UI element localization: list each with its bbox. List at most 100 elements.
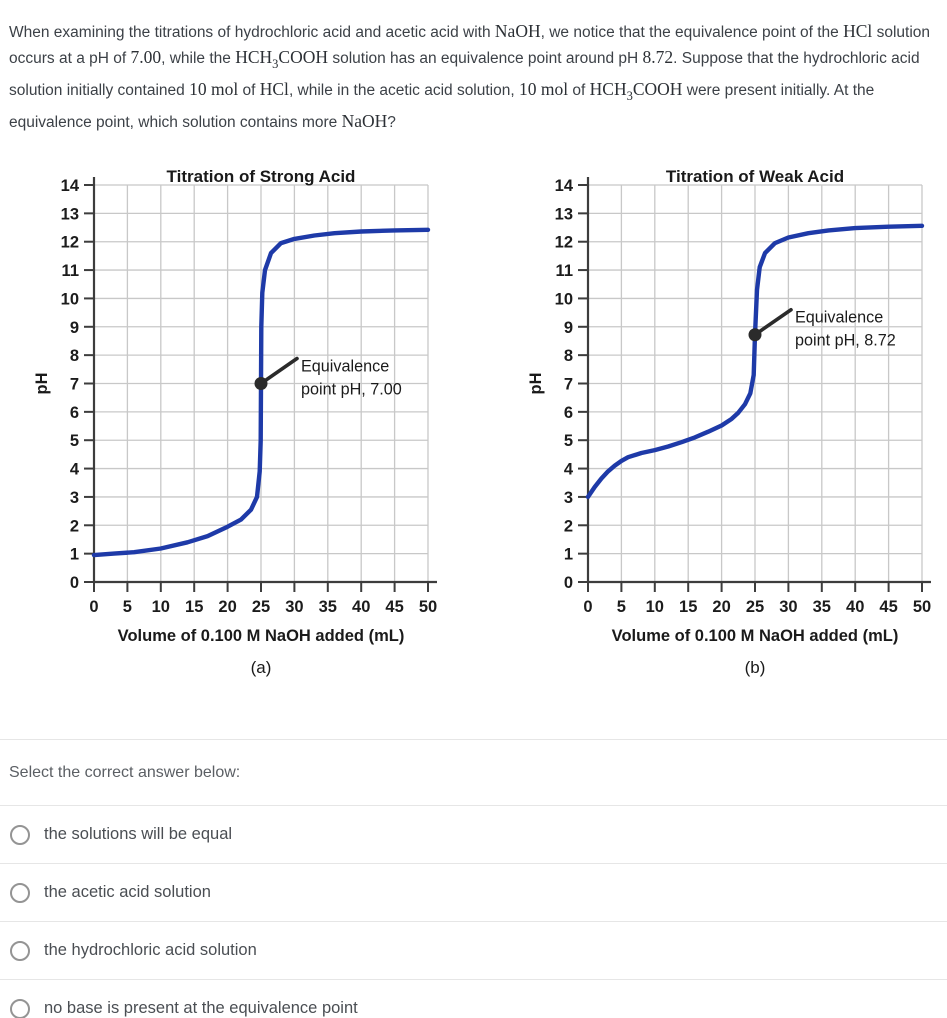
equivalence-point-dot <box>748 328 762 342</box>
x-tick-label: 25 <box>746 598 764 616</box>
y-tick-label: 7 <box>70 376 79 394</box>
y-tick-label: 13 <box>555 205 573 223</box>
question-fragment: were present initially. At the equivalen… <box>9 81 875 131</box>
y-tick-label: 14 <box>555 177 574 195</box>
option-label-4: no base is present at the equivalence po… <box>44 999 358 1017</box>
annotation-text: Equivalence <box>301 358 389 376</box>
question-fragment: of <box>568 81 590 99</box>
formula-text: HCl <box>259 78 289 99</box>
x-tick-label: 5 <box>123 598 132 616</box>
titration-curve <box>91 227 431 558</box>
annotation-text: Equivalence <box>795 309 883 327</box>
grid <box>588 184 923 582</box>
x-tick-label: 20 <box>712 598 730 616</box>
answer-section: Select the correct answer below: the sol… <box>0 739 947 1018</box>
x-tick-label: 45 <box>385 598 403 616</box>
x-tick-label: 5 <box>617 598 626 616</box>
y-tick-label: 1 <box>70 546 79 564</box>
y-tick-label: 11 <box>62 262 79 280</box>
x-axis-label: Volume of 0.100 M NaOH added (mL) <box>612 627 899 645</box>
y-tick-label: 12 <box>61 234 79 252</box>
chart-title: Titration of Weak Acid <box>666 167 844 186</box>
formula-text: 10 mol <box>518 78 569 99</box>
x-tick-label: 30 <box>779 598 797 616</box>
strong-acid-chart: 0 5 10 15 20 25 30 35 40 45 5001234567891011121314… <box>33 167 438 677</box>
y-tick-label: 3 <box>70 489 79 507</box>
x-tick-label: 35 <box>319 598 337 616</box>
answer-option-3[interactable]: the hydrochloric acid solution <box>0 921 947 979</box>
formula-text: COOH <box>278 46 329 67</box>
question-fragment: . Suppose that the hydrochloric acid sol… <box>9 49 920 99</box>
question-fragment: , we notice that the equivalence point o… <box>540 23 844 41</box>
option-label-2: the acetic acid solution <box>44 883 211 901</box>
question-fragment: , while the <box>161 49 236 67</box>
y-tick-label: 9 <box>564 319 573 337</box>
x-tick-label: 40 <box>352 598 370 616</box>
y-tick-label: 10 <box>61 290 79 308</box>
chart-caption: (a) <box>251 658 272 677</box>
y-tick-label: 7 <box>564 376 573 394</box>
y-tick-label: 0 <box>564 574 573 592</box>
axes <box>84 177 437 592</box>
radio-option-2[interactable] <box>10 882 30 903</box>
answer-option-2[interactable]: the acetic acid solution <box>0 863 947 921</box>
divider <box>0 739 947 740</box>
y-tick-label: 10 <box>555 290 573 308</box>
formula-subscript: 3 <box>272 56 279 71</box>
question-fragment: of <box>238 81 260 99</box>
grid <box>94 184 429 582</box>
x-tick-label: 50 <box>913 598 931 616</box>
question-fragment: ? <box>387 113 396 131</box>
answer-prompt: Select the correct answer below: <box>9 763 241 781</box>
formula-text: NaOH <box>494 20 541 41</box>
y-tick-label: 8 <box>70 347 79 365</box>
x-tick-label: 30 <box>285 598 303 616</box>
answer-option-1[interactable]: the solutions will be equal <box>0 805 947 863</box>
equivalence-point-dot <box>254 377 268 390</box>
formula-text: COOH <box>632 78 683 99</box>
radio-option-1[interactable] <box>10 824 30 845</box>
axes <box>578 177 931 592</box>
formula-subscript: 3 <box>626 88 633 103</box>
y-axis-label: pH <box>527 373 545 395</box>
y-tick-label: 6 <box>564 404 573 422</box>
y-tick-label: 6 <box>70 404 79 422</box>
formula-text: 7.00 <box>130 46 162 67</box>
question-fragment: solution occurs at a pH of <box>9 23 930 67</box>
annotation-leader-line <box>259 356 299 386</box>
x-axis-label: Volume of 0.100 M NaOH added (mL) <box>118 627 405 645</box>
radio-option-4[interactable] <box>10 998 30 1018</box>
chart-caption: (b) <box>745 658 766 677</box>
formula-text: NaOH <box>341 110 388 131</box>
answer-option-4[interactable]: no base is present at the equivalence po… <box>0 979 947 1018</box>
y-tick-label: 2 <box>564 517 573 535</box>
formula-text: 8.72 <box>642 46 674 67</box>
y-axis-label: pH <box>33 373 51 395</box>
radio-option-3[interactable] <box>10 940 30 961</box>
y-tick-label: 5 <box>70 432 79 450</box>
y-tick-label: 3 <box>564 489 573 507</box>
x-tick-label: 10 <box>646 598 664 616</box>
y-tick-label: 2 <box>70 517 79 535</box>
x-tick-label: 15 <box>679 598 697 616</box>
y-tick-label: 1 <box>564 546 573 564</box>
question-fragment: , while in the acetic acid solution, <box>288 81 519 99</box>
y-tick-label: 5 <box>564 432 573 450</box>
chart-title: Titration of Strong Acid <box>167 167 356 186</box>
y-tick-label: 4 <box>564 461 574 479</box>
formula-text: HCl <box>843 20 873 41</box>
weak-acid-chart: 0 5 10 15 20 25 30 35 40 45 5001234567891011121314… <box>527 167 932 677</box>
y-tick-label: 8 <box>564 347 573 365</box>
x-tick-label: 40 <box>846 598 864 616</box>
x-tick-label: 50 <box>419 598 437 616</box>
x-tick-label: 25 <box>252 598 270 616</box>
x-tick-label: 15 <box>185 598 203 616</box>
x-tick-label: 45 <box>879 598 897 616</box>
question-fragment: solution has an equivalence point around… <box>328 49 643 67</box>
x-tick-label: 35 <box>813 598 831 616</box>
question-text: When examining the titrations of hydroch… <box>9 19 941 135</box>
y-tick-label: 13 <box>61 205 79 223</box>
y-tick-label: 11 <box>556 262 573 280</box>
